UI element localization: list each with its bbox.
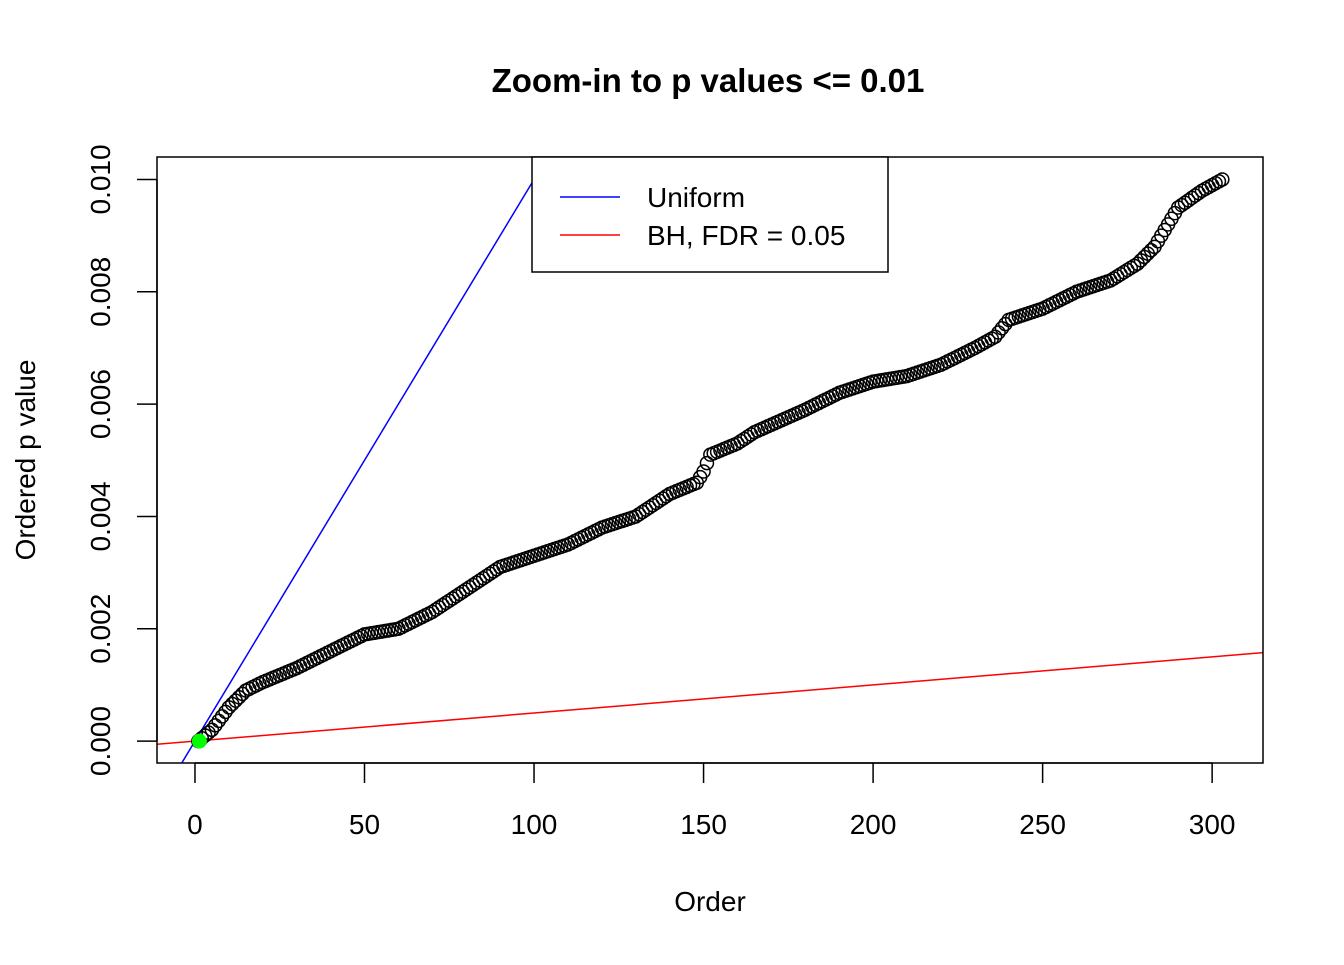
legend-label-uniform: Uniform [647,182,745,213]
x-tick-label: 0 [187,809,203,840]
x-tick-label: 150 [680,809,727,840]
data-point [696,464,711,479]
x-axis-label: Order [674,886,746,917]
legend-box [531,156,889,273]
x-tick-label: 300 [1189,809,1236,840]
data-point [214,709,230,724]
chart-title: Zoom-in to p values <= 0.01 [492,62,925,99]
uniform-line [180,157,549,763]
data-point [699,455,715,471]
data-point [981,333,996,348]
legend: Uniform BH, FDR = 0.05 [531,156,889,273]
y-tick-label: 0.004 [85,481,116,551]
data-point [211,713,226,729]
x-tick-label: 250 [1019,809,1066,840]
data-point [1208,175,1223,191]
data-point [1211,174,1227,189]
y-tick-label: 0.006 [85,369,116,439]
data-point [994,321,1010,336]
x-tick-label: 100 [511,809,558,840]
data-point [1215,172,1230,187]
data-point [218,704,233,720]
x-tick-label: 50 [349,809,380,840]
data-point [208,718,223,733]
y-tick-label: 0.008 [85,257,116,327]
y-axis-label: Ordered p value [10,360,41,561]
y-tick-label: 0.010 [85,144,116,214]
y-tick-label: 0.000 [85,706,116,776]
x-tick-label: 200 [850,809,897,840]
legend-label-bh: BH, FDR = 0.05 [647,220,845,251]
highlighted-point [191,733,207,749]
y-tick-label: 0.002 [85,594,116,664]
bh-line [157,651,1263,745]
